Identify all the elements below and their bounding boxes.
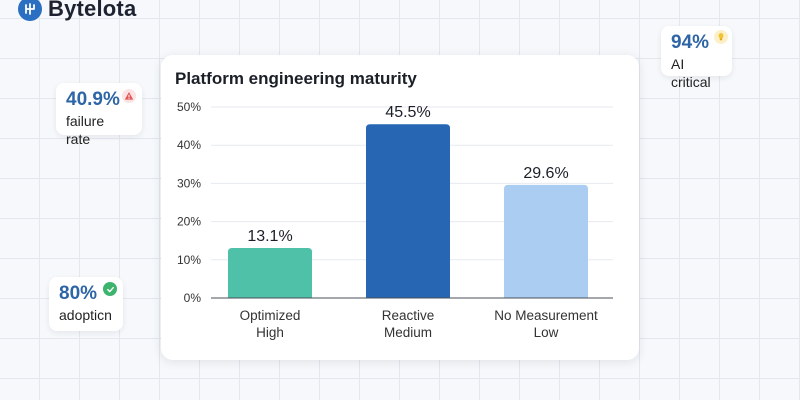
stat-card-failure-rate: 40.9% failure rate	[56, 83, 142, 147]
y-tick-label: 40%	[177, 138, 201, 152]
check-icon	[103, 282, 117, 296]
stat-label: AI critical	[671, 56, 711, 90]
x-tick-label: Medium	[384, 325, 432, 340]
x-tick-label: Optimized	[240, 308, 301, 323]
data-label: 45.5%	[385, 104, 430, 121]
bar	[366, 124, 450, 298]
y-tick-label: 10%	[177, 253, 201, 267]
lightbulb-icon	[714, 30, 728, 44]
brand-name: Bytelota	[48, 0, 137, 21]
x-tick-label: High	[256, 325, 284, 340]
y-tick-label: 20%	[177, 215, 201, 229]
stat-card-ai-critical: 94% AI critical	[661, 26, 732, 90]
data-label: 13.1%	[247, 228, 292, 245]
y-tick-label: 50%	[177, 100, 201, 114]
bar	[228, 247, 312, 298]
logo-icon	[18, 0, 42, 21]
stat-value: 80%	[59, 283, 98, 304]
chart-card: Platform engineering maturity 0% 10% 20% 30…	[161, 55, 639, 360]
stat-value: 40.9%	[66, 89, 120, 110]
x-tick-label: No Measurement	[494, 308, 598, 323]
y-tick-label: 30%	[177, 176, 201, 190]
y-tick-label: 0%	[184, 291, 202, 305]
x-tick-label: Reactive	[382, 308, 435, 323]
data-label: 29.6%	[523, 165, 568, 182]
stat-value: 94%	[671, 32, 710, 53]
x-tick-label: Low	[534, 325, 559, 340]
warning-icon	[122, 89, 136, 103]
bar-chart: 0% 10% 20% 30% 40% 50% 13.1% Optimized High 45.5%…	[177, 100, 613, 340]
stat-card-adoption: 80% adopticn	[49, 277, 123, 331]
stat-label: failure rate	[66, 113, 105, 147]
stat-label: adopticn	[59, 307, 112, 323]
bar	[504, 184, 588, 298]
brand: Bytelota	[18, 0, 136, 22]
chart-title: Platform engineering maturity	[175, 69, 417, 88]
